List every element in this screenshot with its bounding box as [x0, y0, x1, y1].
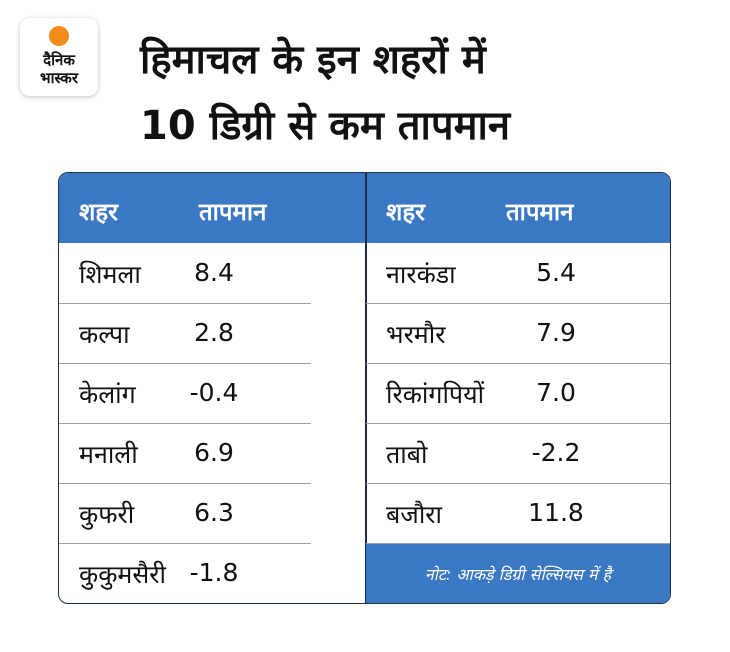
city-name: कल्पा: [79, 320, 130, 349]
temperature: 7.0: [536, 378, 576, 407]
row-separator: [59, 543, 311, 544]
table-header: [59, 173, 670, 243]
row-separator: [59, 363, 311, 364]
city-name: भरमौर: [386, 320, 446, 349]
row-separator: [59, 303, 311, 304]
column-header: तापमान: [199, 198, 267, 226]
city-name: रिकांगपियों: [386, 380, 485, 409]
row-separator: [366, 303, 670, 304]
city-name: ताबो: [386, 440, 428, 469]
logo: दैनिक भास्कर: [20, 18, 98, 96]
column-header: शहर: [386, 198, 425, 226]
city-name: केलांग: [79, 380, 136, 409]
city-name: बजौरा: [386, 500, 443, 529]
temperature: 5.4: [536, 258, 576, 287]
title: 10 डिग्री से कम तापमान: [140, 103, 511, 149]
city-name: कुकुमसैरी: [79, 560, 166, 589]
title: हिमाचल के इन शहरों में: [140, 37, 486, 83]
divider: [365, 173, 367, 603]
city-name: नारकंडा: [386, 260, 456, 289]
city-name: कुफरी: [79, 500, 135, 529]
temperature: -0.4: [189, 378, 239, 407]
logo-sun: [49, 26, 69, 46]
logo-text: दैनिक: [43, 51, 75, 69]
temperature: 6.9: [194, 438, 234, 467]
table: नोट: आकड़े डिग्री सेल्सियस में है शहर ताप…: [58, 172, 671, 604]
note: नोट: आकड़े डिग्री सेल्सियस में है: [424, 565, 612, 584]
city-name: मनाली: [79, 440, 138, 469]
row-separator: [366, 363, 670, 364]
row-separator: [59, 483, 311, 484]
temperature: -1.8: [189, 558, 239, 587]
temperature: 11.8: [528, 498, 584, 527]
note-box: नोट: आकड़े डिग्री सेल्सियस में है: [366, 543, 670, 603]
logo-text: भास्कर: [40, 69, 78, 87]
column-header: तापमान: [506, 198, 574, 226]
temperature: 6.3: [194, 498, 234, 527]
row-separator: [366, 423, 670, 424]
city-name: शिमला: [79, 260, 141, 289]
row-separator: [366, 543, 670, 544]
row-separator: [366, 483, 670, 484]
row-separator: [59, 423, 311, 424]
temperature: -2.2: [531, 438, 581, 467]
column-header: शहर: [79, 198, 118, 226]
temperature: 8.4: [194, 258, 234, 287]
temperature: 2.8: [194, 318, 234, 347]
temperature: 7.9: [536, 318, 576, 347]
